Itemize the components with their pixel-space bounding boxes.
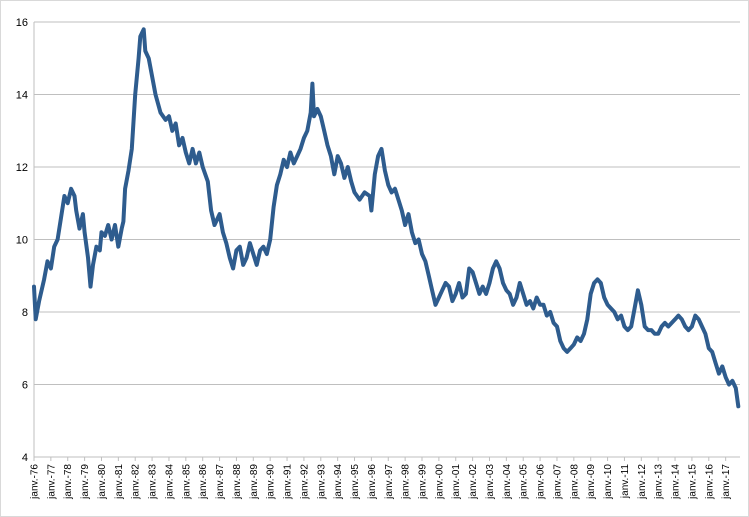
x-tick-label: janv.-15: [687, 464, 698, 500]
x-tick-label: janv.-01: [451, 464, 462, 500]
x-tick-label: janv.-90: [266, 464, 277, 500]
x-tick-label: janv.-03: [485, 464, 496, 500]
x-tick-label: janv.-99: [418, 464, 429, 500]
x-tick-label: janv.-88: [232, 464, 243, 500]
x-tick-label: janv.-82: [131, 464, 142, 500]
x-tick-label: janv.-13: [654, 464, 665, 500]
x-tick-label: janv.-87: [215, 464, 226, 500]
x-tick-label: janv.-09: [586, 464, 597, 500]
series-line-0: [32, 27, 741, 409]
x-tick-label: janv.-12: [637, 464, 648, 500]
x-tick-label: janv.-85: [181, 464, 192, 500]
x-tick-label: janv.-17: [721, 464, 732, 500]
x-tick-label: janv.-98: [401, 464, 412, 500]
y-tick-label: 6: [22, 380, 28, 392]
y-tick-label: 16: [16, 17, 28, 29]
x-tick-label: janv.-77: [46, 464, 57, 500]
x-tick-label: janv.-79: [80, 464, 91, 500]
y-tick-label: 4: [22, 452, 28, 464]
x-tick-label: janv.-91: [283, 464, 294, 500]
x-tick-label: janv.-14: [671, 464, 682, 500]
x-tick-label: janv.-06: [536, 464, 547, 500]
y-tick-labels: 4 6 8 10 12 14 16: [16, 17, 28, 464]
x-tick-label: janv.-84: [164, 464, 175, 500]
x-tick-label: janv.-08: [569, 464, 580, 500]
gridlines: [34, 21, 740, 458]
x-tick-label: janv.-96: [367, 464, 378, 500]
x-tick-label: janv.-89: [249, 464, 260, 500]
series-group: [32, 27, 741, 409]
x-tick-label: janv.-10: [603, 464, 614, 500]
x-tick-label: janv.-00: [434, 464, 445, 500]
y-tick-label: 14: [16, 90, 28, 102]
x-tick-label: janv.-93: [316, 464, 327, 500]
x-tick-label: janv.-81: [114, 464, 125, 500]
x-tick-label: janv.-16: [704, 464, 715, 500]
x-tick-label: janv.-94: [333, 464, 344, 500]
x-tick-label: janv.-78: [63, 464, 74, 500]
x-tick-label: janv.-80: [97, 464, 108, 500]
x-tick-label: janv.-92: [299, 464, 310, 500]
y-tick-label: 12: [16, 162, 28, 174]
x-tick-label: janv.-11: [620, 464, 631, 500]
x-tick-label: janv.-83: [148, 464, 159, 500]
x-tick-label: janv.-05: [519, 464, 530, 500]
y-tick-label: 10: [16, 235, 28, 247]
y-tick-label: 8: [22, 307, 28, 319]
x-tick-label: janv.-76: [30, 464, 41, 500]
x-tick-label: janv.-07: [552, 464, 563, 500]
x-tick-label: janv.-95: [350, 464, 361, 500]
x-tick-label: janv.-02: [468, 464, 479, 500]
x-tick-label: janv.-86: [198, 464, 209, 500]
x-tick-label: janv.-97: [384, 464, 395, 500]
x-tick-label: janv.-04: [502, 464, 513, 500]
x-tick-labels: janv.-76 janv.-77 janv.-78 janv.-79 janv.-80…: [30, 457, 732, 500]
